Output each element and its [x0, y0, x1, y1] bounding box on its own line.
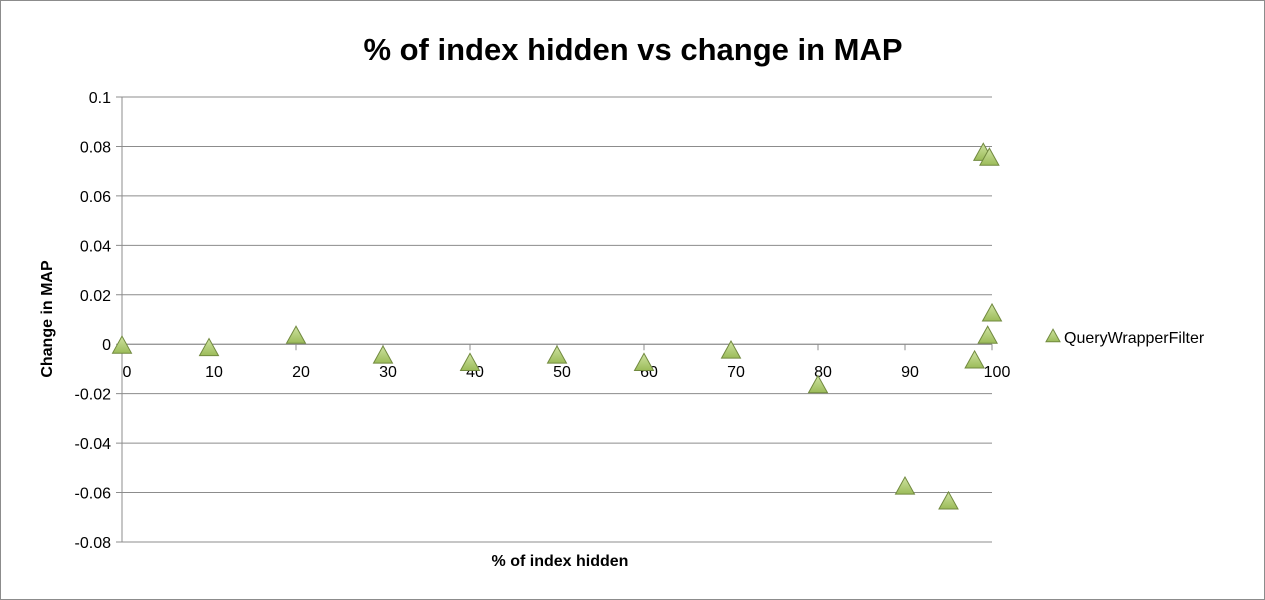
y-tick-label: -0.08	[75, 535, 112, 552]
axes	[121, 97, 993, 542]
y-tick-label: 0	[102, 337, 111, 354]
y-axis-title: Change in MAP	[39, 260, 56, 378]
x-tick-labels: 0 10 20 30 40 50 60 70 80 90 100	[123, 364, 1011, 381]
y-tick-label: 0.06	[80, 189, 111, 206]
data-point-13	[977, 325, 998, 344]
data-point-14	[979, 147, 1000, 166]
data-point-9	[894, 475, 916, 495]
data-points	[111, 142, 1003, 510]
y-tick-label: 0.1	[89, 90, 111, 107]
data-point-7	[720, 340, 742, 359]
y-tick-label: -0.06	[75, 486, 112, 503]
x-axis-title: % of index hidden	[492, 553, 629, 570]
data-point-0	[111, 335, 133, 354]
data-point-15	[981, 302, 1003, 322]
y-tick-label: 0.02	[80, 288, 111, 305]
legend-marker-triangle	[1045, 328, 1061, 343]
data-point-8	[807, 374, 829, 394]
data-point-4	[459, 352, 481, 371]
legend: QueryWrapperFilter	[1045, 328, 1205, 347]
data-point-6	[633, 352, 655, 371]
y-tick-label: -0.04	[75, 436, 112, 453]
x-tick-label: 50	[553, 364, 571, 381]
data-point-5	[546, 344, 568, 364]
x-tick-label: 100	[984, 364, 1011, 381]
y-tick-labels: 0.1 0.08 0.06 0.04 0.02 0 -0.02 -0.04 -0.06 -0.08	[75, 90, 112, 552]
data-point-3	[372, 344, 394, 364]
y-tick-label: 0.04	[80, 238, 111, 255]
x-tick-label: 30	[379, 364, 397, 381]
y-tick-label: 0.08	[80, 139, 111, 156]
x-tick-label: 20	[292, 364, 310, 381]
x-tick-label: 70	[727, 364, 745, 381]
x-tick-label: 10	[205, 364, 223, 381]
chart-title: % of index hidden vs change in MAP	[363, 32, 902, 67]
data-point-1	[198, 337, 220, 357]
grid-lines	[116, 96, 992, 543]
y-tick-label: -0.02	[75, 387, 112, 404]
data-point-10	[938, 490, 959, 510]
data-point-11	[964, 349, 985, 369]
x-tick-label: 0	[123, 364, 132, 381]
x-tick-label: 90	[901, 364, 919, 381]
data-point-2	[285, 325, 307, 344]
legend-label: QueryWrapperFilter	[1064, 330, 1205, 347]
